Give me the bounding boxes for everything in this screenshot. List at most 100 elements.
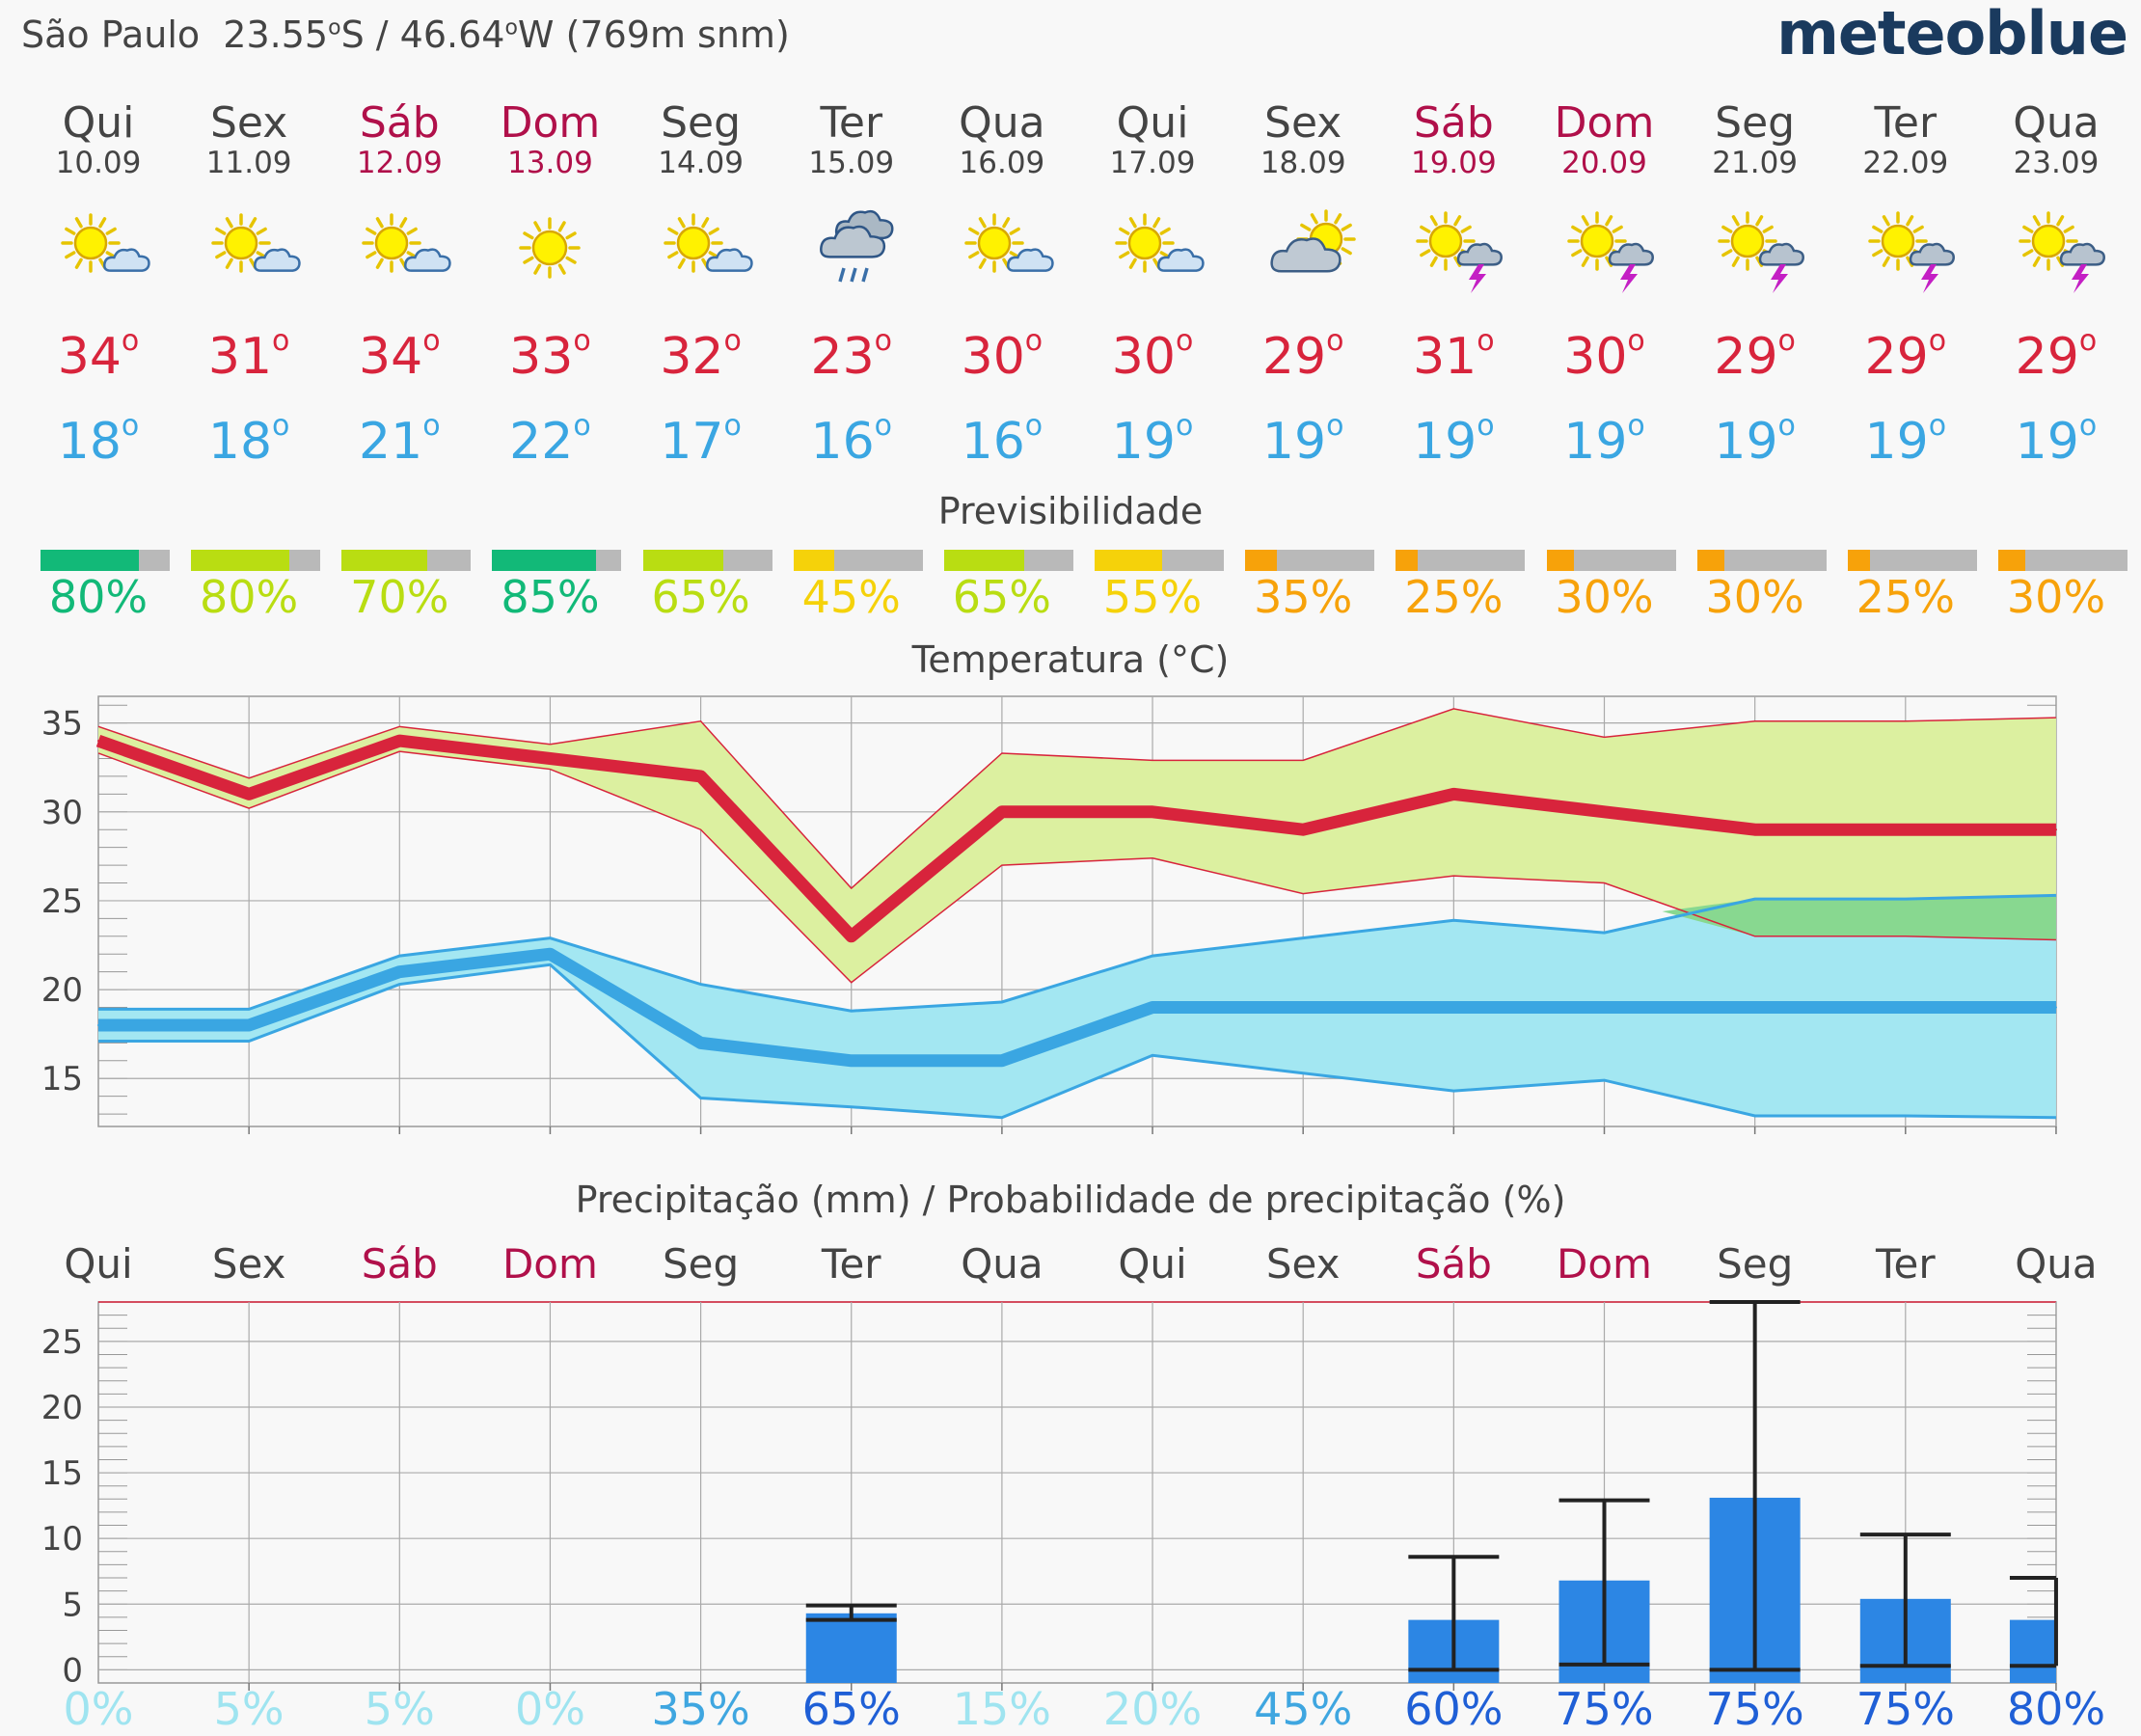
precip-probability-label: 75%	[1706, 1683, 1804, 1735]
min-temperature: 19o	[1563, 409, 1645, 471]
min-temperature-point	[97, 1023, 99, 1026]
rain-cloud-icon	[776, 204, 927, 291]
predictability-fill	[793, 550, 834, 571]
max-temperature-point	[97, 740, 99, 743]
predictability-bar	[943, 550, 1073, 571]
max-temp-value: 30	[1563, 328, 1628, 386]
max-temperature-point	[1753, 828, 1756, 831]
max-temperature: 31o	[1413, 324, 1495, 386]
sun-cloud-icon	[927, 204, 1077, 291]
predictability-fill	[1546, 550, 1574, 571]
location-header: São Paulo 23.55oS / 46.64oW (769m snm)	[21, 14, 790, 56]
min-temperature: 22o	[509, 409, 591, 471]
day-date: 15.09	[808, 146, 895, 180]
predictability-bar	[492, 550, 622, 571]
max-temperature-point	[1152, 810, 1154, 813]
max-temperature-point	[1000, 810, 1003, 813]
max-temp-value: 34	[57, 328, 122, 386]
max-temperature: 29o	[2015, 324, 2098, 386]
max-temperature: 30o	[1563, 324, 1645, 386]
predictability-fill	[191, 550, 290, 571]
predictability-percent: 65%	[651, 571, 750, 623]
day-date: 16.09	[959, 146, 1045, 180]
predictability-rest	[1162, 550, 1225, 571]
day-date: 10.09	[55, 146, 142, 180]
predictability-percent: 25%	[1856, 571, 1955, 623]
min-band-lower-edge	[98, 963, 2056, 1120]
max-temperature: 34o	[57, 324, 140, 386]
max-temperature: 29o	[1261, 324, 1344, 386]
elevation: (769m snm)	[565, 14, 790, 56]
precip-day-label: Qua	[961, 1240, 1043, 1288]
predictability-percent: 30%	[1555, 571, 1654, 623]
max-temp-value: 30	[1111, 328, 1176, 386]
day-column: Sex 11.09	[174, 98, 324, 180]
max-temp-value: 32	[660, 328, 724, 386]
min-temp-value: 16	[810, 413, 875, 471]
predictability-bar	[1997, 550, 2127, 571]
day-column: Qua 23.09	[1981, 100, 2131, 180]
precip-day-label: Dom	[1557, 1240, 1652, 1288]
max-temperature-point	[699, 774, 702, 777]
min-temperature-point	[1152, 1006, 1154, 1009]
predictability-percent: 30%	[2006, 571, 2106, 623]
day-column: Ter 15.09	[776, 100, 927, 180]
min-temperature-point	[2054, 1006, 2057, 1009]
precip-day-label: Qui	[64, 1240, 132, 1288]
min-temperature-point	[248, 1023, 251, 1026]
min-temperature: 17o	[660, 409, 742, 471]
sun-thunder-icon	[1680, 204, 1830, 293]
predictability-rest	[722, 550, 772, 571]
precip-day-label: Sex	[1266, 1240, 1341, 1288]
sun-cloud-icon	[324, 204, 474, 291]
precip-probability-label: 75%	[1856, 1683, 1955, 1735]
precip-range-whisker	[1558, 1498, 1650, 1667]
cloud-sun-icon	[1228, 204, 1378, 291]
day-name: Sáb	[1413, 98, 1494, 148]
precip-day-label: Qua	[2015, 1240, 2097, 1288]
brand-logo[interactable]: meteoblue	[1776, 0, 2128, 68]
predictability-percent: 25%	[1404, 571, 1504, 623]
max-band-upper-edge	[97, 708, 2056, 890]
day-date: 12.09	[356, 146, 443, 180]
longitude: 46.64	[399, 14, 505, 56]
min-temperature: 16o	[810, 409, 893, 471]
max-temperature: 29o	[1864, 324, 1947, 386]
max-temperature-point	[549, 757, 552, 760]
predictability-bar	[793, 550, 923, 571]
y-tick-label: 20	[41, 1389, 83, 1427]
min-temperature-point	[1603, 1006, 1606, 1009]
max-temperature: 30o	[1111, 324, 1194, 386]
predictability-fill	[1245, 550, 1278, 571]
day-date: 13.09	[507, 146, 593, 180]
min-temperature: 19o	[1864, 409, 1947, 471]
max-temperature: 31o	[207, 324, 290, 386]
min-temperature-point	[398, 970, 401, 973]
max-temp-value: 23	[810, 328, 875, 386]
precip-probability-label: 80%	[2007, 1683, 2105, 1735]
predictability-percent: 45%	[801, 571, 901, 623]
day-column: Sex 18.09	[1228, 100, 1378, 180]
day-name: Sex	[210, 98, 288, 148]
temperature-chart-title: Temperatura (°C)	[911, 638, 1230, 681]
precip-day-label: Sáb	[362, 1240, 438, 1288]
y-tick-label: 15	[41, 1454, 83, 1493]
sun-thunder-icon	[1981, 204, 2131, 293]
max-temperature: 30o	[961, 324, 1043, 386]
sun-icon	[474, 204, 625, 291]
min-temp-value: 19	[1864, 413, 1929, 471]
precip-day-label: Sáb	[1416, 1240, 1492, 1288]
predictability-fill	[341, 550, 428, 571]
sun-thunder-icon	[1530, 204, 1680, 293]
precip-range-whisker	[1408, 1555, 1500, 1672]
predictability-fill	[642, 550, 723, 571]
predictability-percent: 70%	[350, 571, 449, 623]
max-temp-value: 30	[961, 328, 1025, 386]
max-temp-value: 31	[207, 328, 273, 386]
min-temperature-point	[1000, 1059, 1003, 1062]
max-temperature: 29o	[1714, 324, 1796, 386]
day-name: Qua	[959, 98, 1045, 148]
precip-day-label: Ter	[1875, 1240, 1936, 1288]
precipitation-chart: Precipitação (mm) / Probabilidade de pre…	[41, 1179, 2105, 1735]
min-temperature-point	[1302, 1006, 1305, 1009]
